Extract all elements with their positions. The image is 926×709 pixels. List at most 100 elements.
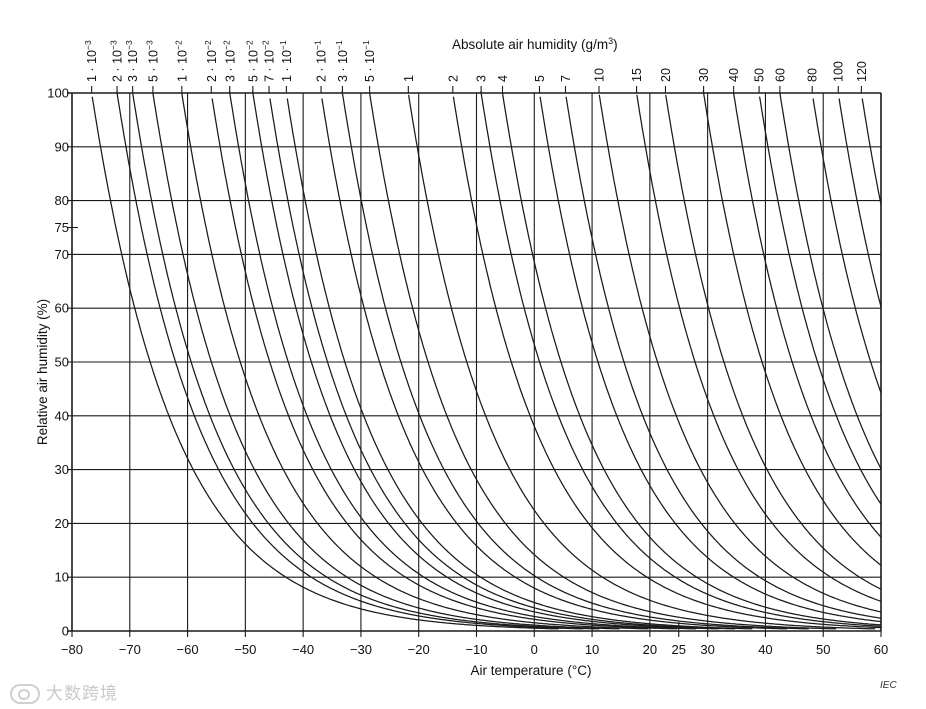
top-series-label-coef: 120 [855,61,869,82]
top-series-label-coef: 1 · [280,67,294,82]
top-series-label-exp: −2 [261,40,271,50]
x-tick-label: 60 [874,642,888,657]
top-series-label-coef: 3 · [126,67,140,82]
y-tick-label: 40 [55,408,69,423]
x-tick-label: −20 [408,642,430,657]
humidity-curve [779,92,882,470]
top-series-label: 3 · 10−2 [221,40,237,82]
top-series-label-coef: 7 [559,75,573,82]
top-series-label-base: 10 [363,50,377,67]
top-series-label-exp: −2 [173,40,183,50]
top-series-label-exp: −1 [361,40,371,50]
top-series-label-base: 10 [223,50,237,67]
x-tick-label: −40 [292,642,314,657]
top-series-label: 1 · 10−3 [83,40,99,82]
top-series-label: 1 · 10−1 [278,40,294,82]
top-series-label-exp: −1 [278,40,288,50]
humidity-curve [702,91,882,566]
top-series-label: 5 · 10−1 [361,40,377,82]
top-series-label: 7 [559,75,573,82]
top-series-label-coef: 5 · [246,67,260,82]
top-series-label-coef: 5 · [363,67,377,82]
top-series-label: 100 [832,61,846,82]
humidity-curve [341,91,809,630]
top-series-label: 20 [659,68,673,82]
top-series-label-coef: 3 [475,75,489,82]
top-axis-title-main: Absolute air humidity (g/m [452,37,608,52]
humidity-curve [211,98,678,630]
top-series-label-coef: 2 · [111,67,125,82]
y-tick-label: 100 [47,86,69,101]
top-series-label-coef: 30 [697,68,711,82]
top-axis-title-end: ) [613,37,618,52]
top-series-label-coef: 4 [496,75,510,82]
humidity-curve [539,96,882,623]
top-series-label: 30 [697,68,711,82]
top-series-label-exp: −3 [124,40,134,50]
top-series-label-coef: 60 [773,68,787,82]
top-series-label: 40 [727,68,741,82]
curve-layer [91,91,882,630]
watermark-logo-icon [10,684,40,704]
x-tick-label: 50 [816,642,830,657]
humidity-curve [838,98,882,308]
top-series-label-coef: 1 [402,75,416,82]
top-series-label-base: 10 [111,50,125,67]
top-series-label-coef: 20 [659,68,673,82]
x-tick-label: −70 [119,642,141,657]
y-tick-label: 0 [62,624,69,639]
top-series-label: 2 · 10−3 [109,40,125,82]
humidity-curve [598,94,882,613]
x-tick-label: 20 [643,642,657,657]
humidity-curve [480,91,882,627]
humidity-curve [251,91,720,630]
top-series-label: 120 [855,61,869,82]
top-series-label-exp: −3 [83,40,93,50]
x-tick-label: 40 [758,642,772,657]
top-series-label-base: 10 [336,50,350,67]
y-tick-label: 50 [55,355,69,370]
source-mark: IEC [880,680,897,691]
watermark: 大数跨境 [10,679,118,704]
top-series-label: 1 [402,75,416,82]
x-tick-label: 10 [585,642,599,657]
humidity-curve [452,96,881,629]
y-tick-label: 80 [55,193,69,208]
top-axis-title-sup: 3 [608,36,613,46]
top-series-label-coef: 2 · [315,67,329,82]
y-tick-label: 70 [55,247,69,262]
top-series-label: 5 · 10−2 [244,40,260,82]
top-series-label: 5 · 10−3 [144,40,160,82]
top-series-label-base: 10 [263,50,277,67]
top-series-label-exp: −1 [313,40,323,50]
x-tick-label: −80 [61,642,83,657]
top-series-label-coef: 5 · [146,67,160,82]
humidity-curve [368,92,837,630]
humidity-curve [132,92,600,630]
top-series-label-exp: −3 [144,40,154,50]
top-series-label-exp: −3 [109,40,119,50]
x-tick-label: −50 [234,642,256,657]
top-axis-title: Absolute air humidity (g/m3) [452,36,618,52]
top-series-label-base: 10 [280,50,294,67]
top-series-label-coef: 2 [446,75,460,82]
y-tick-label: 30 [55,462,69,477]
humidity-curve [181,92,649,630]
top-series-label-base: 10 [126,50,140,67]
top-series-label: 4 [496,75,510,82]
humidity-curve [758,96,882,505]
top-series-label-base: 10 [315,50,329,67]
top-series-label: 10 [593,68,607,82]
y-tick-label: 20 [55,516,69,531]
humidity-curve [665,94,882,590]
top-series-label-coef: 100 [832,61,846,82]
grid-layer [67,86,882,637]
humidity-curve [228,91,697,630]
top-series-label: 60 [773,68,787,82]
top-series-label-coef: 15 [630,68,644,82]
top-series-label: 7 · 10−2 [261,40,277,82]
top-series-label-coef: 50 [753,68,767,82]
humidity-curve [152,92,620,630]
tick-layer: −80 −70 −60 −50 −40 −30 −20 −10 0 10 20 25 30 40 50 60 0… [47,86,888,658]
